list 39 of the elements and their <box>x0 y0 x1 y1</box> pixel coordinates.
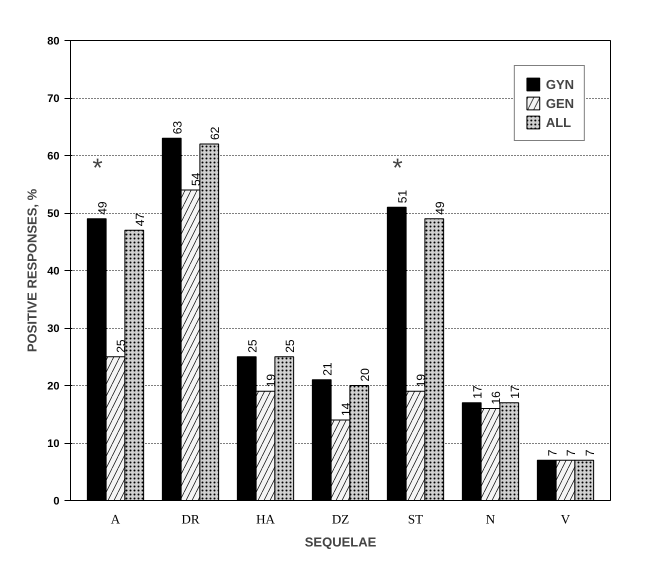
x-tick-label: DR <box>181 512 200 526</box>
data-label: 21 <box>320 362 334 376</box>
data-label: 7 <box>545 449 560 456</box>
data-label: 62 <box>208 126 222 140</box>
data-label: 63 <box>170 120 184 134</box>
data-label: 25 <box>282 339 297 353</box>
legend-label: GYN <box>546 76 574 92</box>
data-label: 47 <box>132 212 147 226</box>
data-label: 7 <box>582 449 597 456</box>
y-tick-label: 0 <box>53 496 60 508</box>
y-tick-label: 10 <box>47 438 60 450</box>
x-tick-label: HA <box>256 512 276 526</box>
data-label: 16 <box>489 390 503 404</box>
annotation: * <box>392 152 403 182</box>
x-tick-label: A <box>110 512 121 526</box>
x-tick-label: DZ <box>332 512 350 526</box>
data-label: 25 <box>245 339 260 353</box>
y-tick-label: 50 <box>47 208 60 220</box>
annotation: * <box>92 152 103 182</box>
data-label: 49 <box>95 201 110 215</box>
y-tick-label: 20 <box>47 380 60 392</box>
data-label: 49 <box>432 201 447 215</box>
y-tick-label: 70 <box>47 93 60 105</box>
x-tick-label: ST <box>408 512 424 526</box>
legend-label: GEN <box>546 96 574 110</box>
legend-label: ALL <box>546 114 572 130</box>
data-label: 20 <box>358 368 372 382</box>
y-tick-label: 40 <box>47 266 60 278</box>
y-axis-title: POSITIVE RESPONSES, % <box>24 188 40 352</box>
y-tick-label: 30 <box>47 323 60 335</box>
x-tick-label: V <box>560 512 571 526</box>
y-tick-label: 80 <box>47 36 60 48</box>
data-label: 17 <box>508 385 522 399</box>
data-label: 17 <box>470 385 484 399</box>
data-label: 51 <box>395 190 410 204</box>
data-label: 7 <box>564 449 578 456</box>
x-axis-title: SEQUELAE <box>304 534 377 550</box>
x-tick-label: N <box>486 512 496 526</box>
y-tick-label: 60 <box>47 150 60 162</box>
